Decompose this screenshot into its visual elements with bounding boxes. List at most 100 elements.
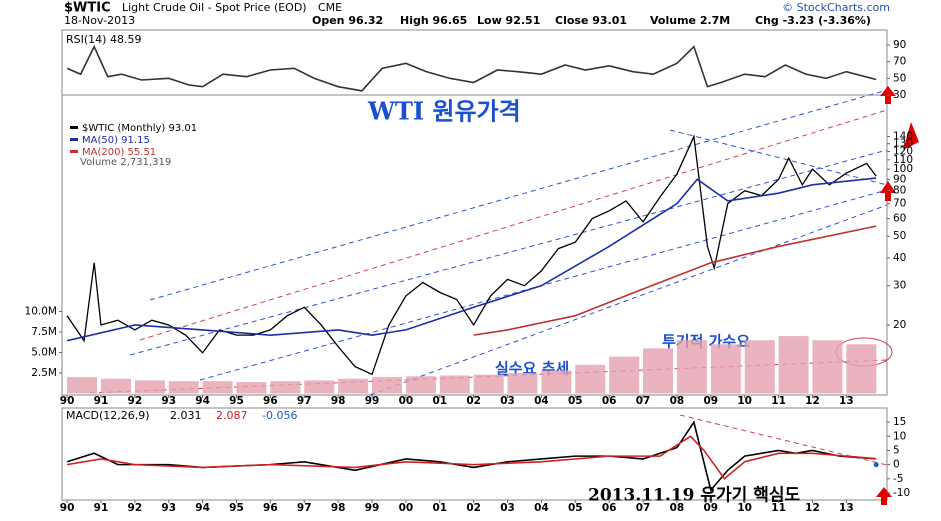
x-tick-label: 12 (805, 395, 820, 407)
y-tick-label: 50 (893, 230, 906, 242)
volume-bar (575, 364, 606, 394)
annotation-date: 2013.11.19 유가기 핵심도 (588, 486, 801, 506)
chg: Chg -3.23 (-3.36%) (755, 14, 871, 27)
x-tick-label: 99 (365, 502, 380, 514)
annotation-title: WTI 원유가격 (367, 97, 521, 126)
x-tick-label: 97 (297, 395, 312, 407)
x-tick-label: 06 (602, 502, 617, 514)
x-tick-label: 12 (805, 502, 820, 514)
legend-entry: $WTIC (Monthly) 93.01 (82, 123, 197, 134)
x-tick-label: 93 (161, 502, 176, 514)
x-tick-label: 98 (331, 502, 346, 514)
volume-bar (304, 380, 335, 394)
x-tick-label: 03 (500, 502, 515, 514)
x-tick-label: 09 (704, 502, 719, 514)
x-tick-label: 04 (534, 502, 549, 514)
legend-swatch (70, 138, 78, 141)
y-tick-label: 100 (893, 163, 913, 175)
y-tick-label: -5 (893, 473, 903, 485)
high: High 96.65 (400, 14, 467, 27)
volume-bar (236, 382, 267, 394)
x-tick-label: 93 (161, 395, 176, 407)
macd-title: MACD(12,26,9) (66, 409, 150, 422)
legend-rsi: RSI(14) 48.59 (66, 33, 141, 46)
volume-bar (778, 336, 809, 394)
volume-bar (609, 356, 640, 394)
macd-legend: 2.031 (170, 409, 202, 422)
y-tick-label: 60 (893, 213, 906, 225)
y-tick-label: 70 (893, 198, 906, 210)
volume: Volume 2.7M (650, 14, 730, 27)
x-tick-label: 11 (771, 502, 786, 514)
y-tick-label: 10 (893, 430, 906, 442)
volume-bar (846, 344, 877, 394)
low: Low 92.51 (477, 14, 540, 27)
volume-bar (541, 370, 572, 394)
x-tick-label: 09 (704, 395, 719, 407)
series-line (66, 134, 877, 376)
y-tick-label: 140 (893, 131, 913, 143)
x-tick-label: 11 (771, 395, 786, 407)
x-tick-label: 94 (195, 502, 210, 514)
x-tick-label: 08 (670, 395, 685, 407)
x-tick-label: 05 (568, 502, 583, 514)
volume-bar (643, 348, 674, 394)
series-line (473, 225, 877, 336)
volume-bar (405, 376, 436, 394)
name: Light Crude Oil - Spot Price (EOD) (122, 1, 307, 14)
volume-bar (270, 381, 301, 394)
exchange: CME (318, 1, 342, 14)
x-tick-label: 02 (466, 502, 481, 514)
y-tick-label: 30 (893, 280, 906, 292)
y-tick-label: 7.5M (31, 326, 57, 338)
legend-swatch (70, 150, 78, 153)
series-line (66, 177, 877, 342)
date: 18-Nov-2013 (64, 14, 135, 27)
y-tick-label: 80 (893, 185, 906, 197)
x-tick-label: 08 (670, 502, 685, 514)
volume-bar (676, 340, 707, 394)
x-tick-label: 00 (399, 502, 414, 514)
x-tick-label: 98 (331, 395, 346, 407)
x-tick-label: 06 (602, 395, 617, 407)
close: Close 93.01 (555, 14, 627, 27)
series-line (66, 435, 877, 480)
macd-panel (61, 407, 888, 501)
x-tick-label: 99 (365, 395, 380, 407)
x-tick-label: 94 (195, 395, 210, 407)
volume-bar (507, 373, 538, 394)
x-tick-label: 07 (636, 502, 651, 514)
y-tick-label: 110 (893, 154, 913, 166)
legend-swatch (70, 126, 78, 129)
volume-bar (812, 340, 843, 394)
y-tick-label: 15 (893, 416, 906, 428)
volume-bar (134, 380, 165, 394)
volume-bar (202, 381, 233, 394)
y-tick-label: 50 (893, 72, 906, 84)
y-tick-label: 2.5M (31, 367, 57, 379)
x-tick-label: 00 (399, 395, 414, 407)
y-tick-label: 10.0M (25, 306, 57, 318)
volume-bar (710, 344, 741, 394)
volume-bar (744, 340, 775, 394)
y-tick-label: 120 (893, 145, 913, 157)
legend-entry: MA(200) 55.51 (82, 147, 156, 158)
x-tick-label: 10 (737, 502, 752, 514)
x-tick-label: 92 (128, 395, 143, 407)
volume-bar (168, 381, 199, 394)
x-tick-label: 91 (94, 395, 109, 407)
x-tick-label: 96 (263, 395, 278, 407)
y-tick-label: 130 (893, 138, 913, 150)
rsi-panel (61, 29, 888, 96)
volume-bar (372, 377, 403, 394)
y-tick-label: -10 (893, 487, 910, 499)
x-tick-label: 03 (500, 395, 515, 407)
x-tick-label: 07 (636, 395, 651, 407)
y-tick-label: 20 (893, 319, 906, 331)
y-tick-label: 0 (893, 459, 900, 471)
volume-bar (439, 375, 470, 394)
x-tick-label: 01 (432, 395, 447, 407)
x-tick-label: 90 (60, 502, 75, 514)
y-tick-label: 5 (893, 444, 900, 456)
